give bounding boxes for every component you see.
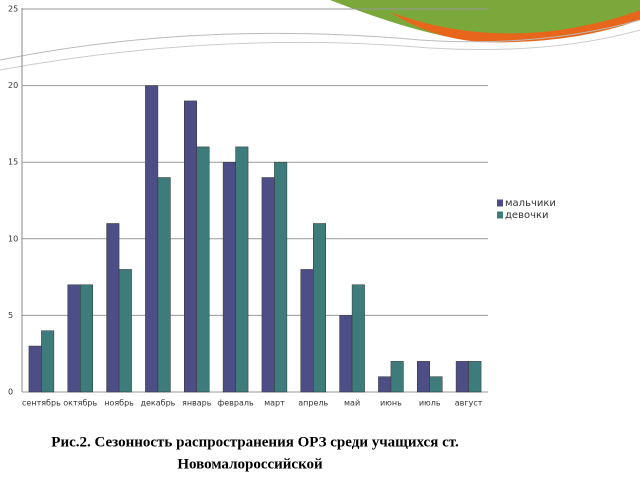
caption: Новомалороссийской — [177, 456, 323, 472]
x-tick-label: июль — [419, 399, 441, 408]
bar — [80, 284, 93, 393]
y-tick-label: 20 — [8, 81, 18, 90]
bar — [28, 345, 42, 393]
bar — [157, 177, 171, 393]
x-tick-label: декабрь — [140, 399, 175, 408]
bar — [429, 376, 443, 393]
bar — [261, 177, 275, 393]
y-tick-label: 10 — [8, 234, 18, 243]
bar — [106, 223, 120, 393]
bar — [378, 376, 392, 393]
x-tick-label: ноябрь — [104, 399, 134, 408]
y-tick-label: 5 — [8, 311, 13, 320]
x-tick-label: май — [344, 399, 360, 408]
bar — [300, 269, 314, 393]
x-tick-label: январь — [182, 399, 212, 408]
bar — [390, 361, 404, 393]
caption: Рис.2. Сезонность распространения ОРЗ ср… — [51, 434, 459, 450]
legend-swatch — [497, 211, 503, 219]
bar — [196, 146, 210, 393]
bar — [351, 284, 365, 393]
bar — [184, 100, 197, 393]
x-tick-label: сентябрь — [22, 399, 61, 408]
bar — [118, 269, 132, 393]
bar — [455, 361, 469, 393]
bar — [145, 85, 159, 393]
bar — [222, 161, 236, 393]
x-tick-label: август — [455, 399, 483, 408]
bar — [235, 146, 249, 393]
x-tick-label: февраль — [217, 399, 254, 408]
bar — [468, 361, 482, 393]
x-tick-label: апрель — [298, 399, 328, 408]
y-tick-label: 15 — [8, 158, 18, 167]
bar — [417, 361, 430, 393]
x-tick-label: июнь — [380, 399, 402, 408]
legend-label: девочки — [505, 210, 549, 221]
legend-label: мальчики — [505, 198, 556, 209]
bar — [339, 315, 353, 393]
bar — [313, 223, 326, 393]
x-tick-label: октябрь — [63, 399, 97, 408]
y-tick-label: 0 — [8, 388, 13, 397]
bar — [67, 284, 81, 393]
bar — [41, 330, 55, 393]
decoration — [0, 0, 640, 71]
legend-swatch — [497, 199, 503, 207]
x-tick-label: март — [264, 399, 285, 408]
bar — [274, 161, 288, 393]
y-tick-label: 25 — [8, 5, 18, 14]
